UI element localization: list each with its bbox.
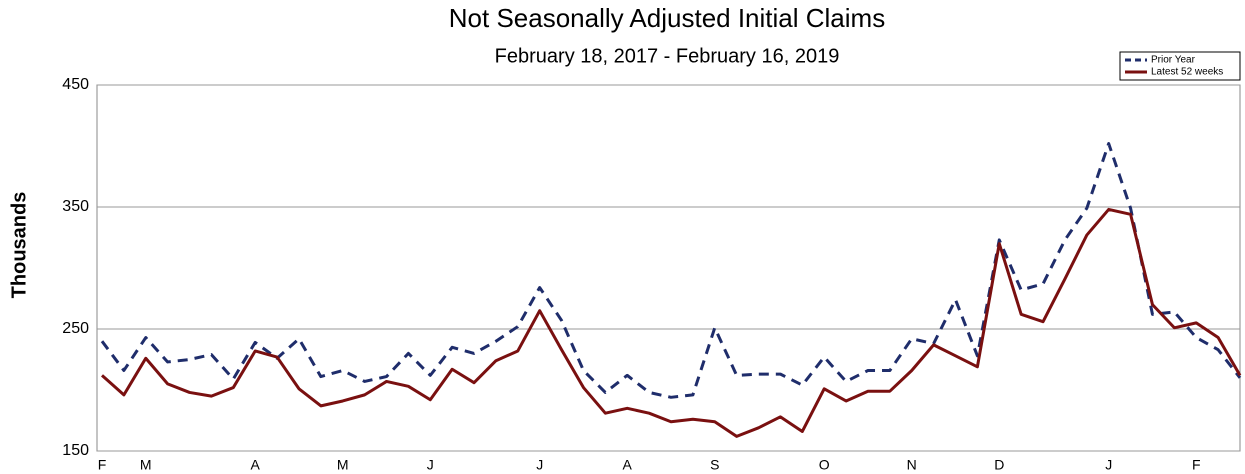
y-tick-label: 250 — [62, 320, 89, 337]
x-tick-label: N — [907, 457, 917, 473]
series-line — [100, 142, 1242, 399]
y-tick-label: 150 — [62, 442, 89, 459]
x-tick-label: F — [1192, 457, 1201, 473]
x-tick-label: J — [1105, 457, 1112, 473]
chart-title: Not Seasonally Adjusted Initial Claims — [449, 3, 885, 33]
x-tick-label: A — [251, 457, 261, 473]
chart-subtitle: February 18, 2017 - February 16, 2019 — [495, 45, 840, 67]
x-tick-label: J — [427, 457, 434, 473]
x-tick-label: F — [98, 457, 107, 473]
y-tick-label: 450 — [62, 76, 89, 93]
x-tick-label: S — [710, 457, 719, 473]
x-tick-label: J — [536, 457, 543, 473]
y-axis-label: Thousands — [8, 192, 30, 299]
x-tick-label: D — [994, 457, 1004, 473]
legend-label: Prior Year — [1151, 55, 1196, 66]
series-line — [101, 207, 1242, 438]
legend-label: Latest 52 weeks — [1151, 67, 1223, 78]
x-tick-label: O — [819, 457, 830, 473]
x-tick-label: A — [623, 457, 633, 473]
x-tick-label: M — [140, 457, 152, 473]
x-tick-label: M — [337, 457, 349, 473]
y-tick-label: 350 — [62, 198, 89, 215]
legend-box — [1119, 51, 1241, 81]
